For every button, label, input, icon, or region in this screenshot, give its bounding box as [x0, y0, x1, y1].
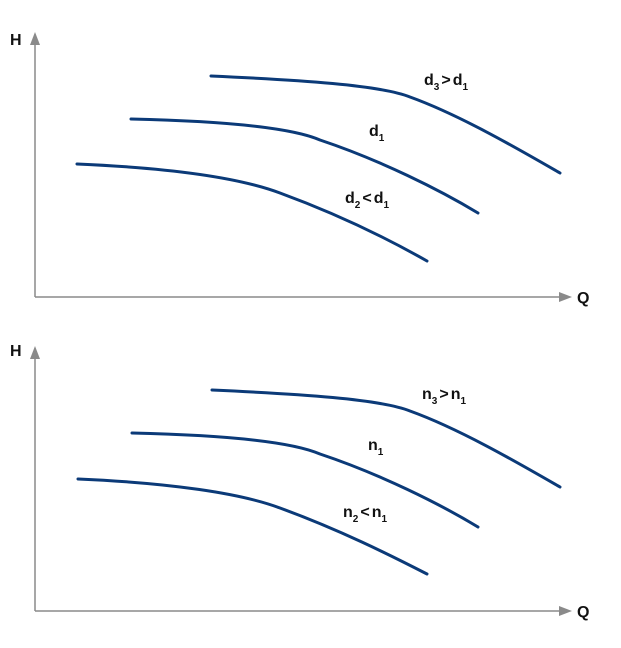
label-part: d [369, 123, 379, 140]
label-part: n [372, 504, 382, 521]
label-part: d [374, 190, 384, 207]
label-part: n [343, 504, 353, 521]
y-axis-label: H [10, 343, 22, 360]
curve-label: d1 [369, 123, 385, 144]
curve [130, 431, 480, 529]
curve-label: n1 [368, 437, 384, 458]
label-part: 3 [432, 396, 438, 407]
label-part: 1 [460, 396, 466, 407]
label-part: 3 [434, 82, 440, 93]
curve-label: n3 > n1 [422, 386, 466, 407]
curve [129, 117, 480, 215]
y-arrow [30, 346, 40, 359]
label-part: 1 [381, 514, 387, 525]
curve [209, 74, 562, 175]
label-part: d [424, 72, 434, 89]
label-part: d [345, 190, 355, 207]
label-part: d [453, 72, 463, 89]
label-part: n [451, 386, 461, 403]
label-part: < [362, 190, 371, 207]
x-axis-label: Q [577, 604, 589, 621]
panel: H Q d3 > d1 d1 d2 < d1 [10, 32, 589, 307]
label-part: 2 [353, 514, 359, 525]
label-part: > [441, 72, 450, 89]
label-part: n [422, 386, 432, 403]
x-axis-label: Q [577, 290, 589, 307]
label-part: n [368, 437, 378, 454]
x-arrow [559, 606, 572, 616]
y-axis-label: H [10, 32, 22, 49]
label-part: < [360, 504, 369, 521]
curve [75, 162, 429, 263]
curve-label: d3 > d1 [424, 72, 468, 93]
label-part: 1 [462, 82, 468, 93]
curve [210, 388, 562, 489]
label-part: 1 [378, 447, 384, 458]
panel: H Q n3 > n1 n1 n2 < n1 [10, 343, 589, 621]
y-arrow [30, 32, 40, 45]
curve [76, 477, 429, 576]
label-part: 1 [383, 200, 389, 211]
curve-label: d2 < d1 [345, 190, 389, 211]
label-part: > [439, 386, 448, 403]
curve-label: n2 < n1 [343, 504, 387, 525]
label-part: 1 [379, 133, 385, 144]
x-arrow [559, 292, 572, 302]
label-part: 2 [355, 200, 361, 211]
